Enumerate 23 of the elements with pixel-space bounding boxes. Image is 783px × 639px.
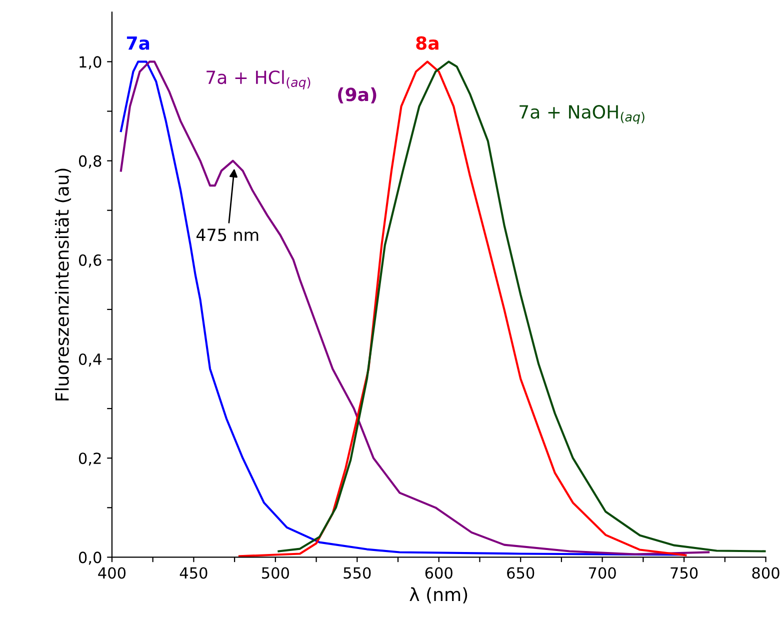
x-tick-label: 400 xyxy=(98,567,126,579)
annotation: 475 nm xyxy=(196,228,258,242)
x-tick-label: 450 xyxy=(180,567,208,579)
y-tick-label: 0,8 xyxy=(78,155,102,168)
series-label: 7a + NaOH$_{(aq)}$ xyxy=(520,105,644,124)
x-tick-label: 700 xyxy=(588,567,616,579)
y-tick-label: 1,0 xyxy=(80,56,102,70)
series-label: 7a xyxy=(126,36,150,50)
series-label: 7a + HCl$_{(aq)}$ xyxy=(206,70,310,90)
y-tick-label: 0,4 xyxy=(78,353,102,367)
x-tick-label: 550 xyxy=(344,567,371,579)
y-tick-label: 0,2 xyxy=(78,452,101,466)
series-label: 8a xyxy=(416,36,438,50)
x-tick-label: 750 xyxy=(670,567,698,579)
x-tick-label: 600 xyxy=(425,567,452,579)
x-axis-title: λ (nm) xyxy=(410,587,468,604)
x-tick-label: 650 xyxy=(507,567,534,579)
x-tick-label: 800 xyxy=(752,567,780,579)
y-axis-title: Fluoreszenzintensität (au) xyxy=(54,168,72,400)
x-tick-label: 500 xyxy=(262,567,289,579)
y-tick-label: 0,0 xyxy=(78,552,102,565)
annotation: (9a) xyxy=(338,87,376,104)
y-tick-label: 0,6 xyxy=(78,254,102,268)
